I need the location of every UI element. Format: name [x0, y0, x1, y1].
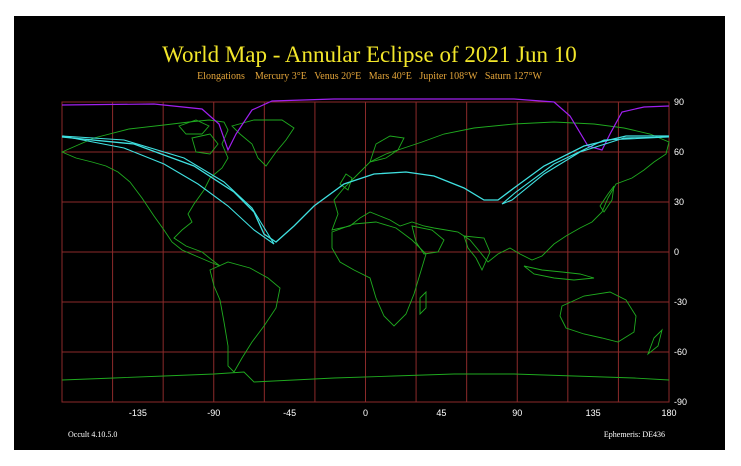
coast-south-america — [209, 261, 281, 373]
longitude-tick-label: -90 — [207, 408, 220, 418]
latitude-tick-label: -60 — [674, 347, 687, 357]
longitude-tick-label: 180 — [661, 408, 676, 418]
latitude-tick-label: 60 — [674, 147, 684, 157]
coast-africa — [331, 221, 427, 327]
latitude-tick-label: 0 — [674, 247, 679, 257]
coast-indonesia — [523, 265, 595, 281]
coast-madagascar — [419, 290, 427, 316]
coast-uk — [339, 173, 353, 191]
coast-australia — [559, 291, 637, 343]
software-version: Occult 4.10.5.0 — [68, 430, 118, 439]
coast-india — [463, 235, 491, 272]
elongations-line: Elongations Mercury 3°E Venus 20°E Mars … — [197, 71, 542, 82]
world-map-svg: -135 -90 -45 0 45 90 135 180 90 60 30 0 -30 -60 -90 — [60, 97, 687, 418]
map-title: World Map - Annular Eclipse of 2021 Jun … — [162, 42, 577, 67]
longitude-tick-label: -45 — [283, 408, 296, 418]
path-inner-limit — [501, 136, 670, 205]
coastlines — [60, 119, 670, 383]
eclipse-paths — [61, 98, 670, 245]
coast-greenland — [231, 119, 295, 167]
latitude-tick-label: 30 — [674, 197, 684, 207]
map-canvas: -135 -90 -45 0 45 90 135 180 90 60 30 0 -30 -60 -90 — [14, 16, 725, 450]
latitude-tick-label: -90 — [674, 397, 687, 407]
longitude-tick-label: 135 — [586, 408, 601, 418]
longitude-tick-label: 0 — [363, 408, 368, 418]
coast-eurasia — [331, 121, 670, 263]
longitude-tick-label: 45 — [436, 408, 446, 418]
latitude-tick-label: 90 — [674, 97, 684, 107]
path-outer-limit — [61, 135, 275, 245]
coast-arabia — [411, 225, 445, 255]
coast-japan — [599, 185, 615, 213]
coast-antarctica — [61, 371, 670, 383]
latitude-tick-label: -30 — [674, 297, 687, 307]
northern-limit-curve — [61, 98, 670, 152]
coast-north-america — [60, 119, 229, 267]
ephemeris-label: Ephemeris: DE436 — [603, 430, 665, 439]
central-line — [61, 135, 669, 243]
longitude-tick-label: -135 — [129, 408, 147, 418]
longitude-tick-label: 90 — [512, 408, 522, 418]
coast-new-zealand — [647, 328, 663, 356]
coast-arctic-islands — [178, 119, 219, 155]
coast-scandinavia — [369, 135, 405, 163]
